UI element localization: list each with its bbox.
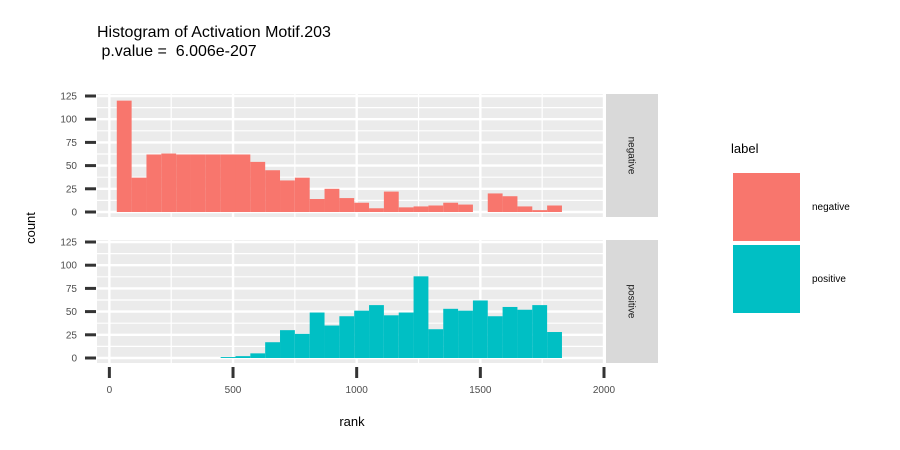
histogram-bar bbox=[487, 316, 503, 358]
histogram-bar bbox=[517, 309, 533, 358]
y-axis-label: count bbox=[23, 212, 38, 244]
histogram-bar bbox=[383, 191, 399, 212]
histogram-bar bbox=[487, 193, 503, 212]
legend-key bbox=[733, 173, 800, 241]
histogram-bar bbox=[472, 300, 488, 358]
histogram-bar bbox=[502, 196, 518, 212]
histogram-bar bbox=[205, 154, 221, 212]
x-axis-label: rank bbox=[339, 414, 365, 429]
chart-title-line2: p.value = 6.006e-207 bbox=[97, 43, 257, 60]
x-axis: 0 500 1000 1500 2000 bbox=[107, 367, 616, 396]
y-tick-label: 100 bbox=[60, 115, 77, 126]
histogram-bar bbox=[116, 100, 132, 212]
facet-strip bbox=[606, 94, 658, 217]
facet-strip-label: negative bbox=[626, 137, 637, 175]
histogram-bar bbox=[502, 306, 518, 358]
x-tick-label: 1000 bbox=[346, 385, 369, 396]
histogram-bar bbox=[339, 316, 355, 358]
histogram-bar bbox=[309, 312, 325, 358]
x-tick-label: 500 bbox=[225, 385, 242, 396]
histogram-bar bbox=[280, 330, 295, 358]
histogram-bar bbox=[161, 153, 177, 212]
histogram-bar bbox=[146, 154, 162, 212]
x-tick-label: 2000 bbox=[593, 385, 616, 396]
histogram-bar bbox=[309, 199, 325, 212]
y-tick-label: 75 bbox=[66, 284, 78, 295]
y-tick-label: 0 bbox=[71, 354, 77, 365]
histogram-bar bbox=[220, 154, 236, 212]
histogram-bar bbox=[235, 356, 251, 358]
legend-label: negative bbox=[812, 202, 850, 213]
histogram-bar bbox=[235, 154, 251, 212]
histogram-bar bbox=[131, 177, 147, 212]
legend-title: label bbox=[731, 141, 759, 156]
histogram-bar bbox=[383, 315, 399, 358]
histogram-bar bbox=[443, 308, 459, 358]
x-tick-label: 0 bbox=[107, 385, 113, 396]
histogram-bar bbox=[280, 180, 295, 212]
y-tick-label: 50 bbox=[66, 161, 78, 172]
chart-title-line1: Histogram of Activation Motif.203 bbox=[97, 24, 331, 41]
histogram-bar bbox=[428, 329, 444, 358]
histogram-bar bbox=[354, 310, 370, 358]
y-tick-label: 0 bbox=[71, 208, 77, 219]
histogram-bar bbox=[398, 207, 414, 212]
histogram-bar bbox=[294, 177, 310, 212]
y-tick-label: 125 bbox=[60, 238, 77, 249]
histogram-bar bbox=[413, 276, 429, 358]
histogram-bar bbox=[324, 188, 340, 212]
histogram-bar bbox=[250, 161, 266, 212]
histogram-bar bbox=[443, 202, 459, 212]
histogram-bar bbox=[369, 208, 384, 212]
histogram-bar bbox=[354, 202, 370, 212]
legend-entry-positive: positive bbox=[733, 245, 846, 313]
histogram-bar bbox=[369, 305, 384, 358]
histogram-bar bbox=[547, 205, 562, 212]
histogram-bar bbox=[517, 206, 533, 212]
histogram-bar bbox=[428, 205, 444, 212]
legend-label: positive bbox=[812, 274, 846, 285]
y-tick-label: 125 bbox=[60, 92, 77, 103]
histogram-bar bbox=[220, 357, 236, 358]
histogram-bar bbox=[458, 310, 473, 358]
histogram-bar bbox=[547, 332, 562, 358]
histogram-bar bbox=[294, 333, 310, 358]
legend-entry-negative: negative bbox=[733, 173, 850, 241]
histogram-bar bbox=[265, 342, 281, 358]
x-tick-label: 1500 bbox=[469, 385, 492, 396]
facet-positive: 0 25 50 75 100 125 positive bbox=[60, 238, 658, 365]
y-tick-label: 50 bbox=[66, 307, 78, 318]
histogram-bar bbox=[398, 312, 414, 358]
facet-negative: 0 25 50 75 100 125 negative bbox=[60, 92, 658, 219]
histogram-bar bbox=[532, 210, 548, 212]
histogram-bar bbox=[339, 198, 355, 212]
facet-panels: 0 25 50 75 100 125 negative 0 25 50 75 100 125 positi… bbox=[60, 92, 658, 396]
histogram-bar bbox=[413, 206, 429, 212]
y-tick-label: 25 bbox=[66, 184, 78, 195]
histogram-bar bbox=[458, 204, 473, 212]
facet-strip-label: positive bbox=[626, 285, 637, 319]
legend: label negative positive bbox=[731, 141, 850, 313]
histogram-bar bbox=[324, 325, 340, 358]
legend-key bbox=[733, 245, 800, 313]
y-tick-label: 25 bbox=[66, 330, 78, 341]
histogram-bar bbox=[250, 353, 266, 358]
histogram-bar bbox=[176, 154, 191, 212]
histogram-bar bbox=[532, 305, 548, 358]
y-tick-label: 100 bbox=[60, 261, 77, 272]
y-tick-label: 75 bbox=[66, 138, 78, 149]
histogram-bar bbox=[190, 154, 206, 212]
facet-strip bbox=[606, 240, 658, 363]
histogram-bar bbox=[265, 170, 281, 212]
